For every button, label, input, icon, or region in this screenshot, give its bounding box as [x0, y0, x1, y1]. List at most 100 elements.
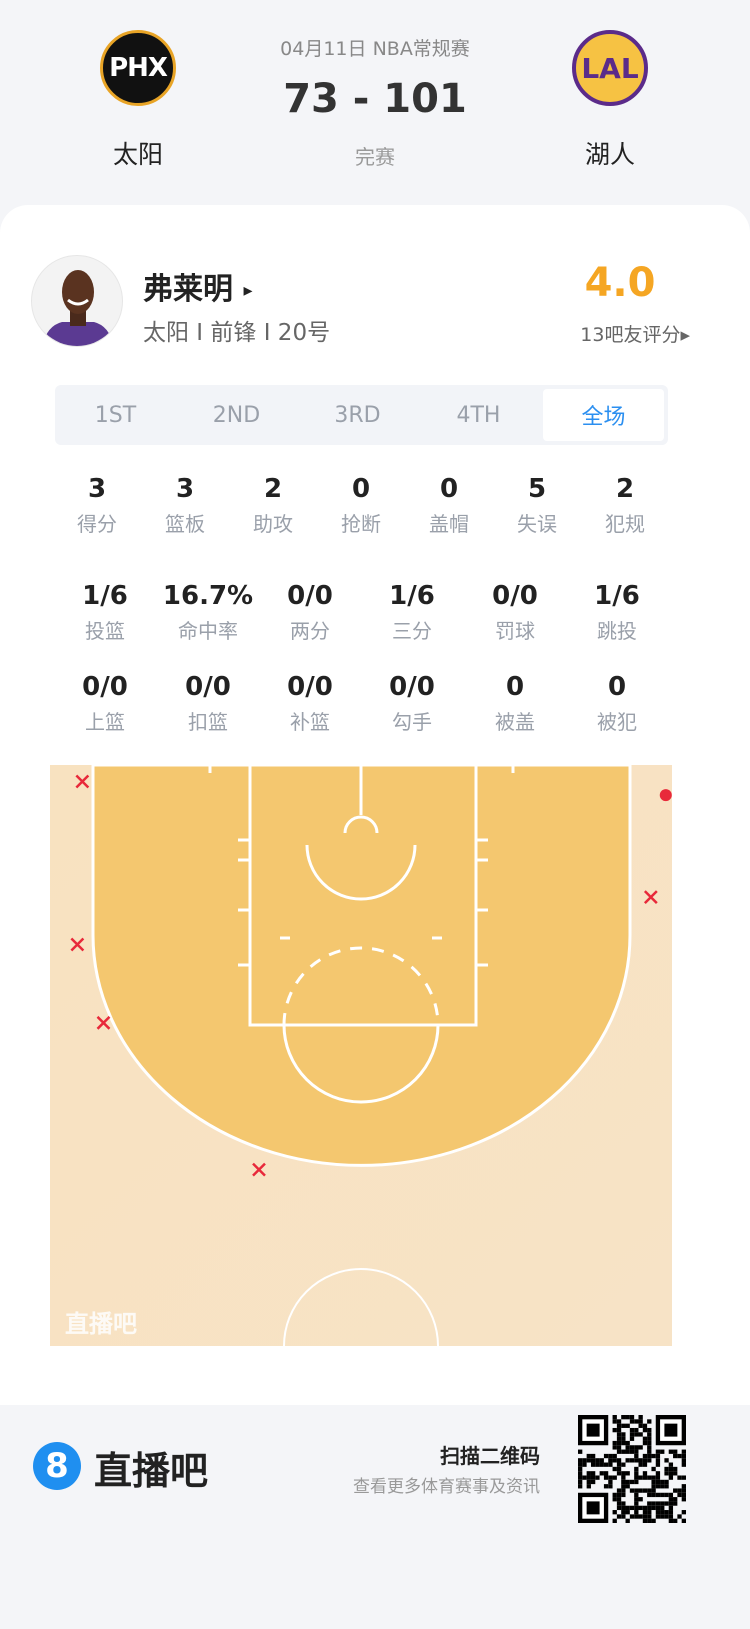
stat-value: 16.7%	[162, 581, 254, 611]
lal-team-logo[interactable]: LAL	[572, 30, 648, 106]
tab-2nd[interactable]: 2ND	[212, 402, 261, 428]
stat-item: 2 犯规	[570, 472, 680, 537]
stat-label: 篮板	[165, 512, 205, 536]
stat-item: 0 盖帽	[394, 472, 504, 537]
stat-label: 失误	[517, 512, 557, 536]
stat-label: 扣篮	[188, 710, 228, 734]
stat-value: 5	[527, 474, 547, 504]
stat-label: 被盖	[495, 710, 535, 734]
missed-shot-marker	[96, 1015, 111, 1030]
stat-label: 跳投	[597, 619, 637, 643]
player-photo-icon	[42, 270, 114, 346]
stat-value: 1/6	[82, 581, 128, 611]
brand-name: 直播吧	[94, 1449, 209, 1493]
stat-label: 被犯	[597, 710, 637, 734]
stat-item: 1/6 投篮	[50, 579, 160, 644]
stat-item: 0 被盖	[460, 670, 570, 735]
missed-shot-marker	[75, 774, 90, 789]
tab-full-game[interactable]: 全场	[543, 389, 664, 441]
stat-value: 0	[351, 474, 371, 504]
qr-subtitle: 查看更多体育赛事及资讯	[353, 1477, 540, 1497]
tab-1st[interactable]: 1ST	[94, 402, 137, 428]
stat-label: 补篮	[290, 710, 330, 734]
stat-item: 2 助攻	[218, 472, 328, 537]
stat-item: 0/0 两分	[255, 579, 365, 644]
paint	[248, 765, 478, 1027]
stat-value: 0/0	[492, 581, 538, 611]
stat-item: 0/0 罚球	[460, 579, 570, 644]
logo-text: PHX	[109, 53, 168, 83]
stat-value: 0/0	[287, 672, 333, 702]
made-shot-marker	[659, 789, 672, 802]
home-team-name: 太阳	[112, 140, 163, 169]
center-circle	[283, 1268, 439, 1346]
stat-item: 0 被犯	[562, 670, 672, 735]
player-name: 弗莱明	[143, 272, 233, 307]
stat-value: 0	[505, 672, 525, 702]
watermark: 直播吧	[65, 1310, 137, 1338]
tab-3rd[interactable]: 3RD	[334, 402, 381, 428]
stat-label: 抢断	[341, 512, 381, 536]
rating-link[interactable]: 13吧友评分▸	[580, 324, 690, 346]
stat-label: 三分	[392, 619, 432, 643]
stat-item: 3 篮板	[130, 472, 240, 537]
brand-logo-icon: 8	[33, 1442, 81, 1490]
missed-shot-marker	[643, 890, 658, 905]
stat-label: 罚球	[495, 619, 535, 643]
stat-item: 0/0 扣篮	[153, 670, 263, 735]
stat-item: 3 得分	[42, 472, 152, 537]
stat-label: 投篮	[85, 619, 125, 643]
stat-label: 命中率	[178, 619, 238, 643]
stat-item: 16.7% 命中率	[153, 579, 263, 644]
stat-item: 0/0 上篮	[50, 670, 160, 735]
stat-label: 犯规	[605, 512, 645, 536]
stat-item: 1/6 三分	[357, 579, 467, 644]
stat-label: 上篮	[85, 710, 125, 734]
qr-title: 扫描二维码	[440, 1444, 540, 1468]
stat-value: 0	[439, 474, 459, 504]
stat-value: 0/0	[82, 672, 128, 702]
player-info: 太阳 I 前锋 I 20号	[143, 320, 331, 346]
game-date-league: 04月11日 NBA常规赛	[280, 38, 470, 60]
stat-item: 1/6 跳投	[562, 579, 672, 644]
stat-value: 2	[263, 474, 283, 504]
stat-value: 2	[615, 474, 635, 504]
hoop	[343, 815, 379, 834]
period-tabs: 1ST 2ND 3RD 4TH 全场	[55, 385, 668, 445]
restricted-area	[305, 844, 417, 901]
stat-value: 1/6	[389, 581, 435, 611]
stat-item: 0/0 补篮	[255, 670, 365, 735]
stat-label: 勾手	[392, 710, 432, 734]
stat-item: 0/0 勾手	[357, 670, 467, 735]
arrow-right-icon: ▸	[243, 280, 253, 301]
player-rating: 4.0	[584, 260, 656, 306]
shot-chart: 直播吧	[50, 765, 672, 1346]
stat-label: 两分	[290, 619, 330, 643]
missed-shot-marker	[252, 1162, 266, 1177]
player-avatar[interactable]	[31, 255, 123, 347]
qr-code[interactable]	[578, 1415, 686, 1523]
logo-text: LAL	[581, 51, 639, 85]
three-point-line	[91, 765, 632, 1167]
stat-value: 1/6	[594, 581, 640, 611]
tab-4th[interactable]: 4TH	[456, 402, 501, 428]
stat-value: 0	[607, 672, 627, 702]
stat-value: 0/0	[185, 672, 231, 702]
court-lines	[208, 765, 515, 1346]
stat-value: 0/0	[287, 581, 333, 611]
stat-item: 0 抢断	[306, 472, 416, 537]
phx-team-logo[interactable]: PHX	[100, 30, 176, 106]
stat-item: 5 失误	[482, 472, 592, 537]
stat-label: 盖帽	[429, 512, 469, 536]
stat-label: 得分	[77, 512, 117, 536]
player-name-link[interactable]: 弗莱明 ▸	[143, 264, 253, 308]
stat-value: 3	[175, 474, 195, 504]
missed-shot-marker	[70, 937, 85, 952]
free-throw-circle	[282, 1024, 440, 1104]
stat-value: 3	[87, 474, 107, 504]
stat-value: 0/0	[389, 672, 435, 702]
game-score: 73 - 101	[283, 76, 467, 122]
away-team-name: 湖人	[584, 140, 635, 169]
stat-label: 助攻	[253, 512, 293, 536]
game-status: 完赛	[355, 145, 395, 169]
